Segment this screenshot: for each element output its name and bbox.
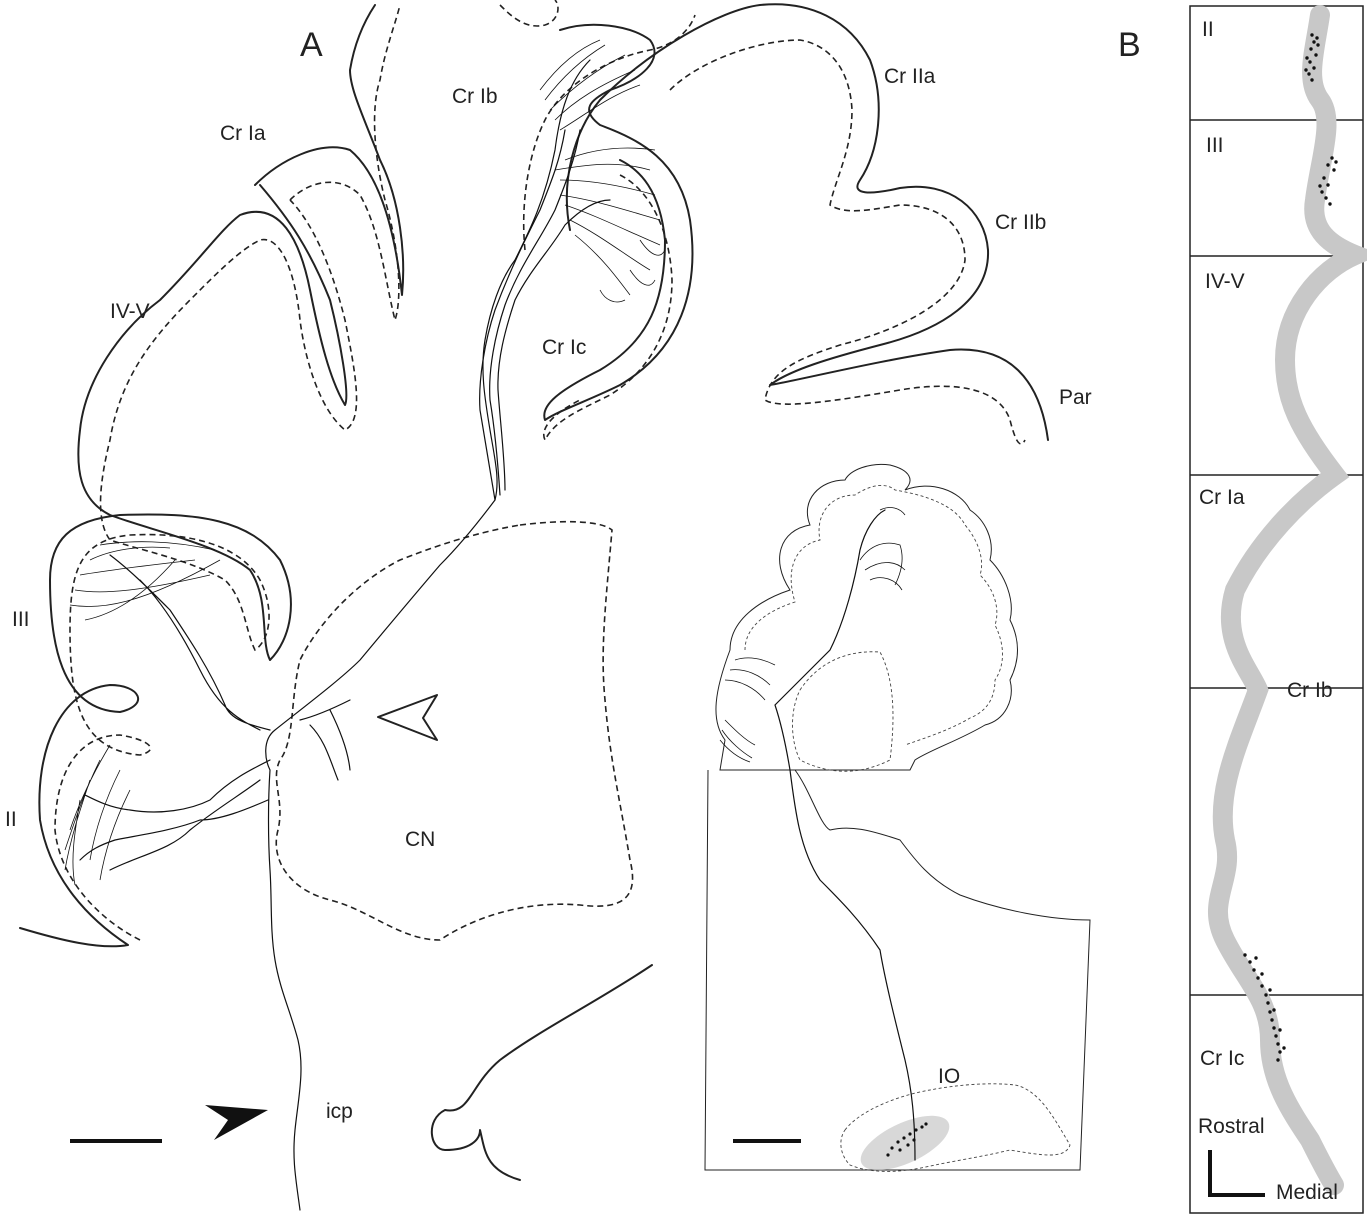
axon-cn-collateral [299, 699, 351, 781]
arbor-iii [69, 541, 221, 621]
label-par: Par [1059, 386, 1092, 409]
label-cr-ia: Cr Ia [220, 122, 266, 145]
outline-cr-ib [543, 23, 694, 421]
climbing-fiber-axon [79, 59, 611, 1211]
label-cr-iia: Cr IIa [884, 65, 936, 88]
inset-section: IO [704, 463, 1091, 1172]
panel-b-segment-labels: II III IV-V Cr Ia Cr Ib Cr Ic [1199, 18, 1333, 1070]
panel-b-dots-cr-ic [1243, 953, 1286, 1062]
label-cr-iib: Cr IIb [995, 211, 1046, 234]
inset-cn-dashed [792, 651, 894, 772]
segment-label-cr-ia: Cr Ia [1199, 486, 1245, 509]
panel-b-letter: B [1118, 26, 1141, 64]
axon-bundle-1 [479, 129, 566, 501]
filled-arrowhead-icon [205, 1105, 268, 1140]
label-io: IO [938, 1065, 960, 1088]
segment-label-iii: III [1206, 134, 1224, 157]
panel-b-dots-iii [1318, 156, 1338, 206]
open-arrowhead-icon [377, 694, 438, 741]
outline-left-cortex [19, 184, 348, 948]
label-icp: icp [326, 1100, 353, 1123]
panel-a-letter: A [300, 26, 323, 64]
label-iii: III [12, 608, 30, 631]
label-cr-ic: Cr Ic [542, 336, 586, 359]
label-ii: II [5, 808, 17, 831]
label-iv-v: IV-V [110, 300, 150, 323]
segment-label-ii: II [1202, 18, 1214, 41]
panel-a: A [5, 0, 1092, 1211]
panel-b: B [1118, 5, 1367, 1214]
inset-axon [774, 509, 916, 1161]
inset-cerebellum-dashed [744, 484, 1003, 746]
arbor-cr-ib [539, 39, 666, 303]
axon-trunk [265, 59, 591, 1211]
segment-label-cr-ic: Cr Ic [1200, 1047, 1244, 1070]
axon-bundle-2 [489, 129, 581, 496]
dashed-cn-outline [275, 520, 634, 941]
axis-label-rostral: Rostral [1198, 1115, 1265, 1138]
dashed-left-cortex [54, 199, 358, 941]
terminal-arbors [64, 39, 666, 886]
inset-io-dots [886, 1122, 928, 1157]
panel-a-labels: Cr Ia Cr Ib Cr IIa Cr IIb IV-V Cr Ic Par… [5, 65, 1092, 1123]
axon-bundle-3 [497, 199, 611, 491]
dashed-cr-ia [289, 4, 401, 323]
panel-b-frame [1189, 5, 1364, 1214]
label-cr-ib: Cr Ib [452, 85, 498, 108]
panel-b-band [1207, 5, 1367, 1195]
axon-to-iii [109, 554, 271, 731]
label-cn: CN [405, 828, 435, 851]
axon-to-ii [79, 759, 271, 871]
panel-b-dots-ii [1304, 33, 1320, 82]
axis-label-medial: Medial [1276, 1181, 1338, 1204]
orientation-axes-icon [1208, 1150, 1265, 1197]
outline-cr-ii [565, 3, 1049, 441]
inset-io-shading [860, 1115, 950, 1171]
layer-dashed-outlines [54, 0, 1026, 941]
segment-label-iv-v: IV-V [1205, 270, 1245, 293]
dashed-cr-ib [499, 0, 559, 27]
outline-brainstem-edge [430, 964, 653, 1181]
inset-arbors [719, 507, 906, 763]
inset-cerebellum-outline [715, 463, 1018, 771]
lobule-outlines [19, 3, 1049, 1181]
outline-cr-ia [254, 4, 405, 296]
inset-brainstem-outline [704, 769, 1091, 1171]
dashed-cr-ii [669, 39, 1026, 445]
arbor-ii [64, 744, 131, 886]
segment-label-cr-ib: Cr Ib [1287, 679, 1333, 702]
dashed-cr-ic [522, 14, 696, 442]
